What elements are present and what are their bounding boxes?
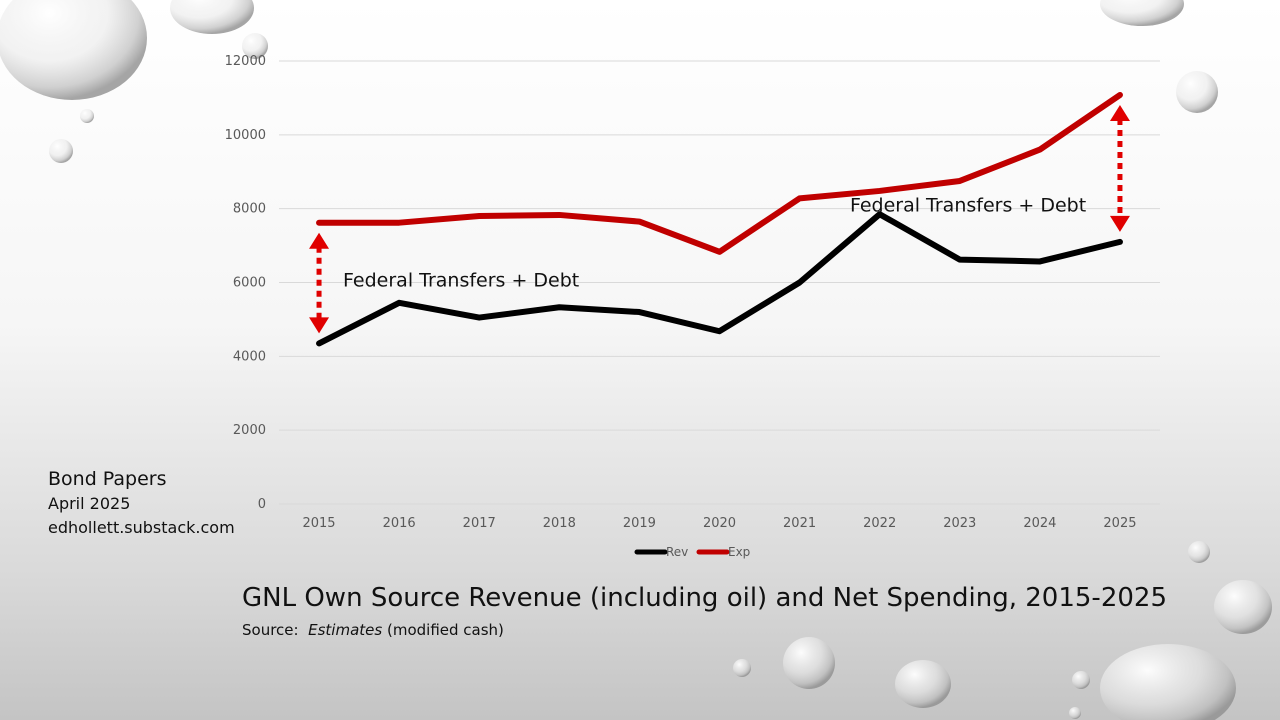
y-axis-ticks: 0 2000 4000 6000 8000 10000 12000 xyxy=(225,54,266,512)
legend-label: Exp xyxy=(728,545,750,559)
data-point xyxy=(959,180,961,182)
x-tick-label: 2024 xyxy=(1023,516,1056,531)
data-point xyxy=(1039,260,1041,262)
source-label: Source: xyxy=(242,621,299,639)
data-point xyxy=(719,330,720,332)
annotation-label: Federal Transfers + Debt xyxy=(850,195,1086,217)
y-tick-label: 8000 xyxy=(233,202,266,217)
source-rest: (modified cash) xyxy=(386,621,504,639)
data-point xyxy=(318,222,320,224)
x-tick-label: 2021 xyxy=(783,516,816,531)
data-point xyxy=(1039,149,1041,151)
x-tick-label: 2018 xyxy=(543,516,576,531)
y-tick-label: 10000 xyxy=(225,128,266,143)
gridlines xyxy=(279,60,1160,505)
arrow-head-down xyxy=(1109,215,1130,232)
x-tick-label: 2016 xyxy=(383,516,416,531)
data-point xyxy=(478,215,480,217)
data-point xyxy=(398,302,400,304)
series-line-exp xyxy=(316,91,1123,255)
x-tick-label: 2020 xyxy=(703,516,736,531)
x-axis-ticks: 2015 2016 2017 2018 2019 2020 2021 2022 2023 2024… xyxy=(302,516,1136,531)
chart-title: GNL Own Source Revenue (including oil) a… xyxy=(242,583,1167,613)
source-note: Source: Estimates (modified cash) xyxy=(242,621,504,639)
arrow-head-up xyxy=(309,232,330,249)
byline-date: April 2025 xyxy=(48,494,131,513)
data-point xyxy=(879,190,881,192)
source-italic: Estimates xyxy=(308,621,383,639)
x-tick-label: 2025 xyxy=(1103,516,1136,531)
x-tick-label: 2023 xyxy=(943,516,976,531)
data-point xyxy=(959,259,961,261)
x-tick-label: 2019 xyxy=(623,516,656,531)
data-point xyxy=(799,282,801,283)
data-point xyxy=(1119,241,1121,243)
data-point xyxy=(638,311,640,313)
data-point xyxy=(879,213,881,215)
byline-url: edhollett.substack.com xyxy=(48,518,235,537)
data-point xyxy=(558,214,560,216)
data-point xyxy=(398,222,400,224)
arrow-head-up xyxy=(1109,104,1130,121)
x-tick-label: 2022 xyxy=(863,516,896,531)
y-tick-label: 12000 xyxy=(225,54,266,69)
data-point xyxy=(1119,94,1121,96)
data-point xyxy=(719,251,720,253)
data-point xyxy=(638,221,640,223)
data-point xyxy=(318,342,320,344)
annotations: Federal Transfers + Debt Federal Transfer… xyxy=(343,195,1086,292)
data-point xyxy=(558,306,560,308)
legend: Rev Exp xyxy=(634,545,750,559)
data-point xyxy=(478,317,480,319)
gap-arrows xyxy=(309,104,1130,334)
y-tick-label: 0 xyxy=(258,497,266,512)
annotation-label: Federal Transfers + Debt xyxy=(343,269,579,291)
y-tick-label: 4000 xyxy=(233,349,266,364)
y-tick-label: 6000 xyxy=(233,276,266,291)
arrow-head-down xyxy=(309,317,330,334)
legend-label: Rev xyxy=(666,545,688,559)
x-tick-label: 2017 xyxy=(463,516,496,531)
byline-name: Bond Papers xyxy=(48,468,167,490)
series-lines xyxy=(316,91,1123,347)
data-point xyxy=(799,197,801,199)
y-tick-label: 2000 xyxy=(233,423,266,438)
x-tick-label: 2015 xyxy=(302,516,335,531)
